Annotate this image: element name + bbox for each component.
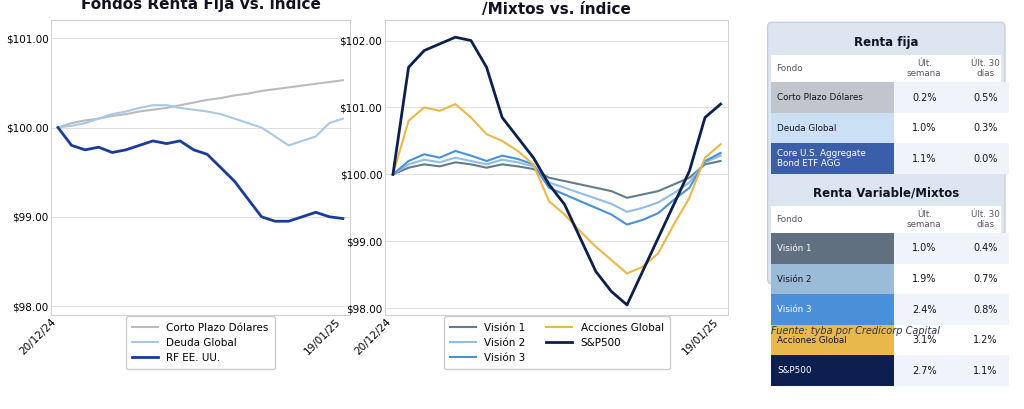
Bar (771, 144, 894, 174)
Text: 1.1%: 1.1% (973, 366, 997, 376)
Bar (954, 294, 1016, 325)
Bar (771, 264, 894, 294)
Bar (771, 30, 1001, 55)
Bar (954, 82, 1016, 113)
Text: Renta fija: Renta fija (854, 36, 919, 49)
Bar (894, 82, 954, 113)
FancyBboxPatch shape (768, 22, 1005, 284)
Bar (954, 144, 1016, 174)
Text: 1.0%: 1.0% (912, 123, 936, 133)
Bar (771, 325, 894, 355)
Bar (894, 113, 954, 144)
Text: Fondo: Fondo (776, 215, 803, 224)
Text: 0.3%: 0.3% (973, 123, 997, 133)
Bar (954, 355, 1016, 386)
Text: Corto Plazo Dólares: Corto Plazo Dólares (777, 93, 863, 102)
Text: Visión 1: Visión 1 (777, 244, 812, 253)
Text: Renta Variable/Mixtos: Renta Variable/Mixtos (813, 187, 959, 200)
Bar (894, 264, 954, 294)
Bar (771, 233, 894, 264)
Bar (954, 264, 1016, 294)
Text: 0.8%: 0.8% (973, 305, 997, 315)
Bar (771, 355, 894, 386)
Text: Últ. 30
días: Últ. 30 días (971, 59, 999, 78)
Text: 1.2%: 1.2% (973, 335, 997, 345)
Bar (771, 294, 894, 325)
Bar (954, 113, 1016, 144)
Text: 1.9%: 1.9% (912, 274, 936, 284)
Text: Últ.
semana: Últ. semana (907, 59, 941, 78)
Bar (894, 144, 954, 174)
Text: Acciones Global: Acciones Global (777, 336, 847, 345)
Text: Visión 2: Visión 2 (777, 274, 812, 283)
Text: Últ. 30
días: Últ. 30 días (971, 210, 999, 229)
Text: 2.4%: 2.4% (912, 305, 936, 315)
Text: Fuente: tyba por Credicorp Capital: Fuente: tyba por Credicorp Capital (771, 326, 940, 336)
Text: Últ.
semana: Últ. semana (907, 210, 941, 229)
Bar (771, 113, 894, 144)
Legend: Visión 1, Visión 2, Visión 3, Acciones Global, S&P500: Visión 1, Visión 2, Visión 3, Acciones G… (443, 317, 670, 369)
Text: Visión 3: Visión 3 (777, 305, 812, 314)
Text: 0.2%: 0.2% (912, 92, 936, 103)
Bar (894, 325, 954, 355)
Text: 1.0%: 1.0% (912, 243, 936, 254)
Text: 0.7%: 0.7% (973, 274, 997, 284)
Bar (894, 294, 954, 325)
Title: Fondos Renta Variable
/Mixtos vs. índice: Fondos Renta Variable /Mixtos vs. índice (460, 0, 653, 16)
Text: 2.7%: 2.7% (912, 366, 937, 376)
Bar (954, 325, 1016, 355)
Title: Fondos Renta Fija vs. índice: Fondos Renta Fija vs. índice (81, 0, 321, 12)
Bar (954, 233, 1016, 264)
Text: 0.4%: 0.4% (973, 243, 997, 254)
Text: S&P500: S&P500 (777, 366, 812, 375)
Legend: Corto Plazo Dólares, Deuda Global, RF EE. UU.: Corto Plazo Dólares, Deuda Global, RF EE… (126, 317, 275, 369)
Bar (771, 180, 1001, 206)
Text: 3.1%: 3.1% (912, 335, 936, 345)
Bar (771, 206, 1001, 233)
Text: Deuda Global: Deuda Global (777, 124, 837, 133)
Bar (771, 82, 894, 113)
Text: Core U.S. Aggregate
Bond ETF AGG: Core U.S. Aggregate Bond ETF AGG (777, 149, 866, 169)
Text: 0.0%: 0.0% (973, 154, 997, 164)
Bar (894, 233, 954, 264)
Bar (894, 355, 954, 386)
Bar (771, 55, 1001, 82)
Text: Fondo: Fondo (776, 64, 803, 73)
Text: 1.1%: 1.1% (912, 154, 936, 164)
Text: 0.5%: 0.5% (973, 92, 997, 103)
